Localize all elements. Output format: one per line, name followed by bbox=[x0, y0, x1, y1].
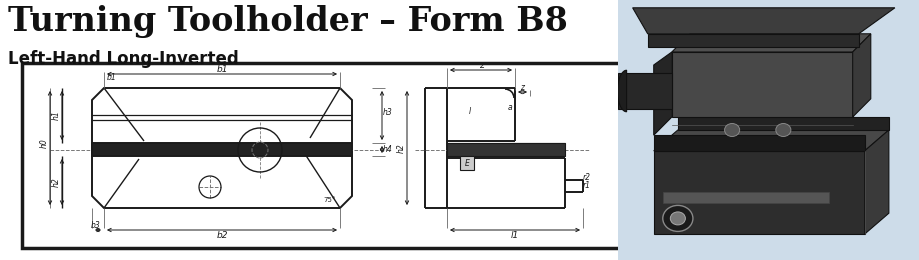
Bar bbox=[663, 192, 829, 203]
Text: h2: h2 bbox=[396, 143, 405, 153]
Text: r1: r1 bbox=[583, 181, 591, 191]
Polygon shape bbox=[653, 52, 672, 135]
Circle shape bbox=[776, 124, 791, 136]
Text: l: l bbox=[469, 107, 471, 116]
Text: b2: b2 bbox=[216, 231, 228, 239]
Text: z: z bbox=[520, 83, 525, 93]
Text: l1: l1 bbox=[511, 231, 519, 239]
Polygon shape bbox=[653, 135, 865, 151]
Polygon shape bbox=[653, 151, 865, 234]
Polygon shape bbox=[853, 34, 871, 117]
Text: b3: b3 bbox=[91, 222, 101, 231]
Bar bbox=[460, 156, 474, 170]
Circle shape bbox=[724, 124, 740, 136]
Text: h4: h4 bbox=[383, 145, 393, 154]
Text: Left-Hand Long-Inverted: Left-Hand Long-Inverted bbox=[8, 50, 239, 68]
Text: r2: r2 bbox=[583, 173, 591, 183]
Polygon shape bbox=[672, 52, 853, 117]
Text: h3: h3 bbox=[383, 108, 393, 117]
Polygon shape bbox=[653, 130, 889, 151]
Polygon shape bbox=[678, 117, 889, 130]
Polygon shape bbox=[672, 34, 871, 52]
Bar bbox=[22, 63, 625, 248]
Polygon shape bbox=[618, 70, 627, 112]
Polygon shape bbox=[632, 8, 895, 34]
Text: h0: h0 bbox=[40, 138, 49, 148]
Polygon shape bbox=[865, 130, 889, 234]
Polygon shape bbox=[618, 73, 672, 109]
Text: Turning Toolholder – Form B8: Turning Toolholder – Form B8 bbox=[8, 5, 568, 38]
Text: h2: h2 bbox=[51, 177, 61, 187]
Text: h1: h1 bbox=[51, 110, 61, 120]
Text: a: a bbox=[507, 103, 512, 113]
Circle shape bbox=[670, 212, 686, 225]
Circle shape bbox=[663, 205, 693, 231]
Text: b1: b1 bbox=[216, 64, 228, 74]
Bar bbox=[447, 143, 565, 156]
Text: b1: b1 bbox=[108, 73, 117, 81]
Text: z: z bbox=[479, 61, 483, 69]
Text: 75°: 75° bbox=[323, 197, 336, 203]
Polygon shape bbox=[648, 34, 858, 47]
Text: E: E bbox=[465, 159, 470, 167]
Bar bbox=[92, 143, 352, 156]
